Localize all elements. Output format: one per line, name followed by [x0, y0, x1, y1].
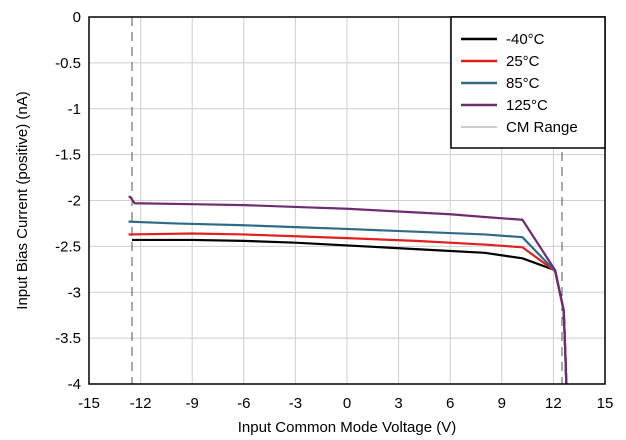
x-tick-label: -12 — [130, 395, 152, 412]
y-tick-label: -1 — [68, 101, 81, 118]
series-line-3 — [128, 195, 568, 385]
y-tick-label: -0.5 — [55, 55, 81, 72]
legend-label: 85°C — [506, 75, 540, 92]
legend-label: -40°C — [506, 31, 545, 48]
y-tick-label: 0 — [73, 9, 81, 26]
legend-label: CM Range — [506, 119, 578, 136]
x-tick-label: 15 — [597, 395, 614, 412]
tick-labels: -15 -12 -9 -6 -3 0 3 6 9 12 15 0 -0.5 -1 -1.5 -2 -2.5 -3 -… — [55, 9, 613, 412]
x-tick-label: 0 — [343, 395, 351, 412]
y-tick-label: -3.5 — [55, 330, 81, 347]
x-tick-label: -9 — [186, 395, 199, 412]
x-tick-label: -3 — [289, 395, 302, 412]
x-tick-label: 3 — [394, 395, 402, 412]
x-tick-label: -6 — [237, 395, 250, 412]
series-group — [128, 195, 568, 385]
x-tick-label: 9 — [498, 395, 506, 412]
x-tick-label: 12 — [545, 395, 562, 412]
x-tick-label: -15 — [78, 395, 100, 412]
y-axis-title: Input Bias Current (positive) (nA) — [14, 91, 31, 309]
x-axis-title: Input Common Mode Voltage (V) — [238, 419, 456, 436]
legend: -40°C 25°C 85°C 125°C CM Range — [450, 16, 606, 149]
y-tick-label: -2 — [68, 193, 81, 210]
y-tick-label: -2.5 — [55, 238, 81, 255]
y-tick-label: -4 — [68, 376, 81, 393]
legend-label: 125°C — [506, 97, 548, 114]
y-tick-label: -1.5 — [55, 147, 81, 164]
x-tick-label: 6 — [446, 395, 454, 412]
y-tick-label: -3 — [68, 284, 81, 301]
plot-area-border — [88, 16, 606, 385]
legend-label: 25°C — [506, 53, 540, 70]
